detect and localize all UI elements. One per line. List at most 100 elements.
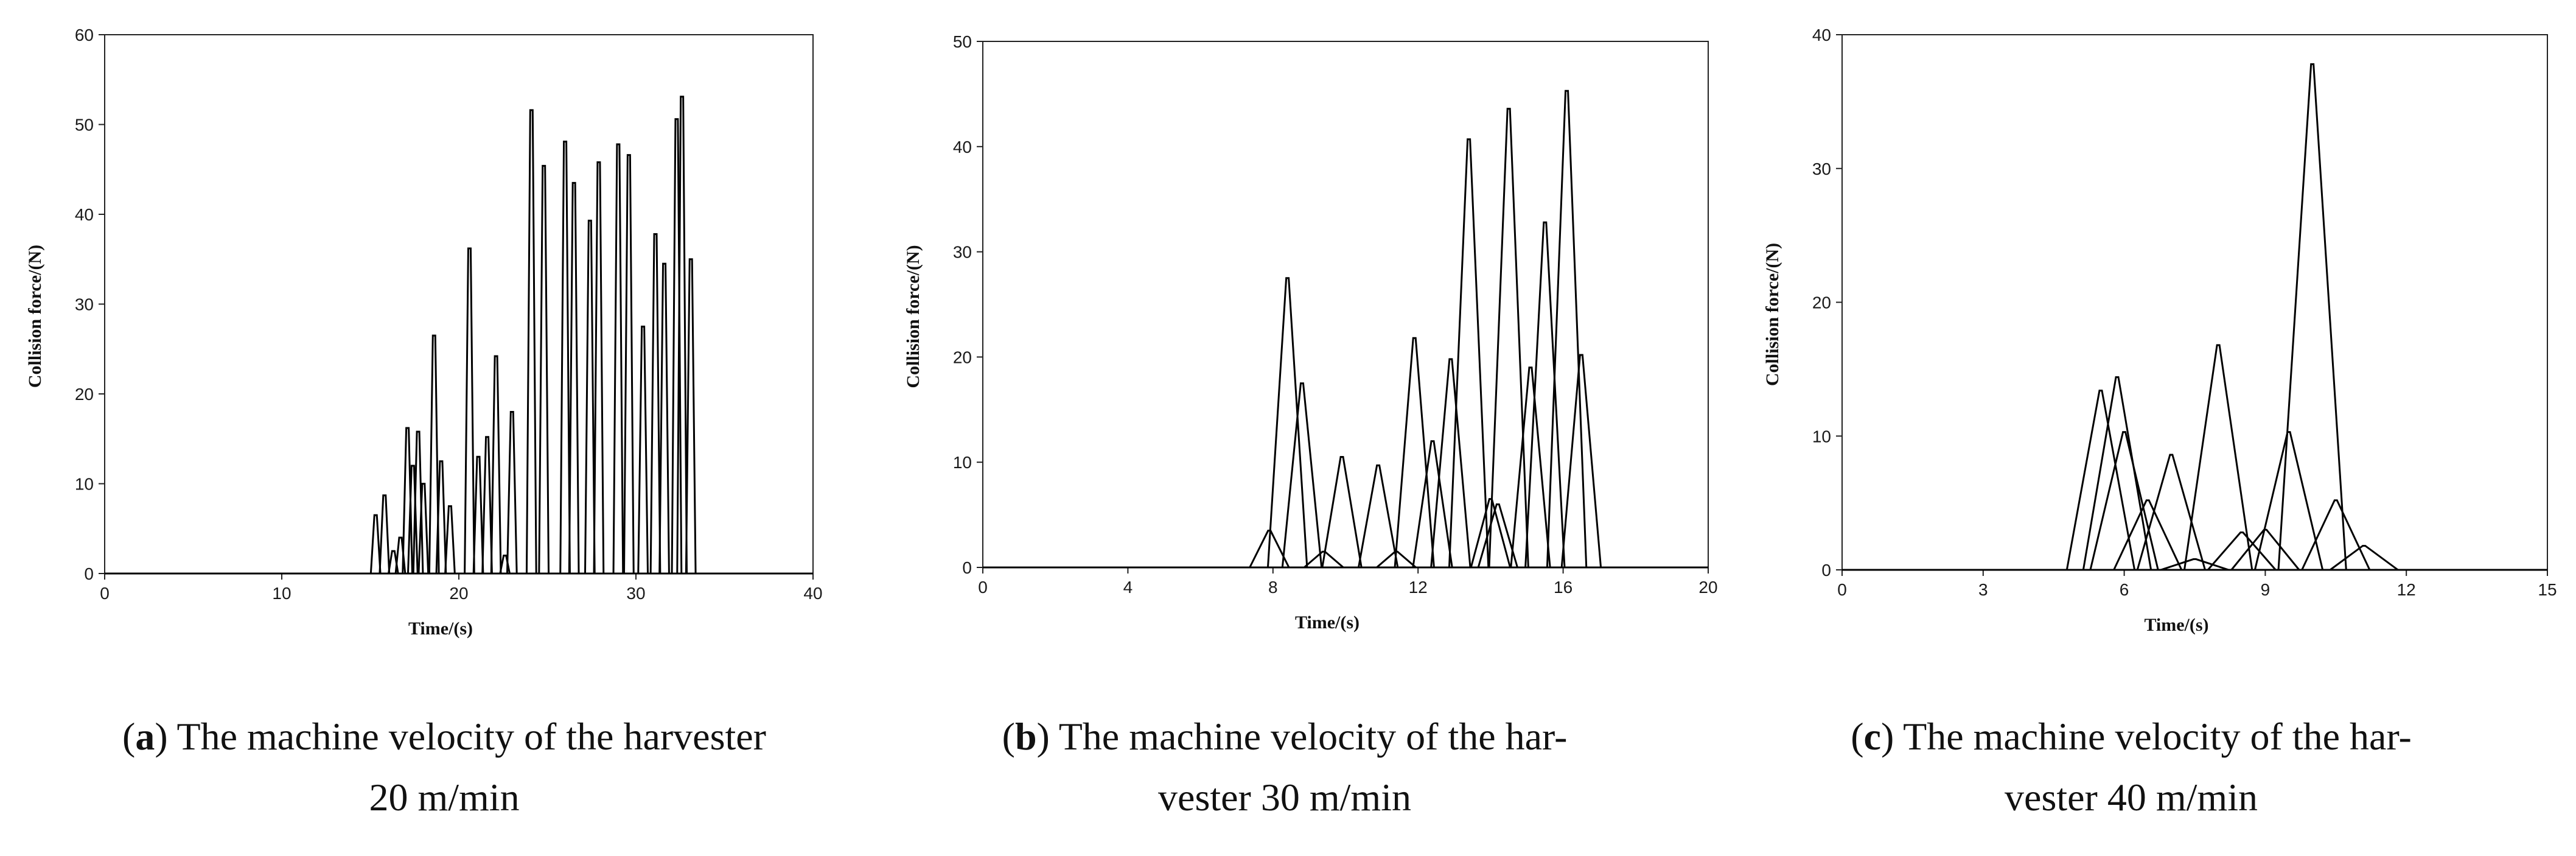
x-tick-label: 4 bbox=[1123, 578, 1133, 597]
force-peak bbox=[2230, 528, 2300, 570]
force-peak bbox=[2207, 531, 2277, 570]
y-tick-label: 20 bbox=[75, 385, 94, 404]
caption-a-line1: The machine velocity of the harvester bbox=[176, 715, 766, 758]
force-peak bbox=[2065, 390, 2136, 570]
y-tick-label: 0 bbox=[962, 558, 972, 577]
y-tick-label: 50 bbox=[75, 116, 94, 135]
y-tick-label: 60 bbox=[75, 26, 94, 44]
x-tick-label: 0 bbox=[100, 584, 110, 603]
y-tick-label: 0 bbox=[84, 564, 94, 583]
force-peak bbox=[369, 514, 382, 574]
force-peak bbox=[464, 247, 475, 574]
x-tick-label: 0 bbox=[1837, 580, 1847, 599]
caption-b: (b) The machine velocity of the har- ves… bbox=[920, 706, 1650, 828]
x-axis-label: Time/(s) bbox=[2144, 615, 2208, 635]
x-tick-label: 40 bbox=[803, 584, 822, 603]
y-axis-label: Collision force/(N) bbox=[903, 245, 923, 388]
force-peak bbox=[1430, 358, 1471, 568]
force-peak bbox=[1546, 89, 1588, 568]
y-tick-label: 10 bbox=[953, 453, 972, 472]
force-peak bbox=[2301, 499, 2371, 570]
force-peak bbox=[2330, 544, 2399, 571]
force-peak bbox=[1470, 498, 1512, 568]
force-peak bbox=[1524, 221, 1566, 568]
y-tick-label: 50 bbox=[953, 32, 972, 51]
caption-a: (a) The machine velocity of the harveste… bbox=[49, 706, 840, 828]
force-peak bbox=[1281, 382, 1323, 568]
force-peak bbox=[593, 161, 605, 574]
caption-b-line2: vester 30 m/min bbox=[1158, 776, 1411, 819]
force-peak bbox=[612, 143, 624, 574]
caption-b-line1: The machine velocity of the har- bbox=[1058, 715, 1568, 758]
force-peak bbox=[417, 483, 430, 574]
x-tick-label: 0 bbox=[978, 578, 988, 597]
x-tick-label: 3 bbox=[1978, 580, 1988, 599]
force-peak bbox=[472, 455, 484, 574]
force-peak bbox=[1477, 503, 1518, 568]
y-tick-label: 30 bbox=[1812, 160, 1831, 178]
force-peak bbox=[1321, 456, 1363, 568]
caption-c-letter: c bbox=[1863, 715, 1881, 758]
y-axis-label: Collision force/(N) bbox=[25, 245, 45, 388]
force-peak bbox=[1304, 550, 1344, 569]
force-peak bbox=[538, 164, 550, 574]
caption-c-line2: vester 40 m/min bbox=[2005, 776, 2258, 819]
x-axis-label: Time/(s) bbox=[408, 619, 473, 639]
plot-frame bbox=[982, 41, 1709, 568]
caption-b-letter: b bbox=[1014, 715, 1037, 758]
force-peak bbox=[2089, 431, 2159, 570]
force-peak bbox=[379, 494, 391, 574]
force-peak bbox=[481, 436, 493, 574]
force-peak bbox=[685, 258, 697, 574]
chart-panel-a: 0 10 20 30 40 50 60 0 10 20 30 40 Time/(s) Collision … bbox=[0, 0, 859, 856]
y-tick-label: 0 bbox=[1821, 561, 1831, 580]
chart-b: 0 10 20 30 40 50 0 4 8 12 16 20 Time/(s) Collision fo… bbox=[903, 32, 1718, 633]
force-peak bbox=[637, 325, 649, 574]
force-peak bbox=[2136, 454, 2206, 570]
force-peak bbox=[1510, 367, 1551, 568]
force-peak bbox=[658, 262, 670, 574]
y-tick-label: 30 bbox=[75, 295, 94, 314]
chart-a: 0 10 20 30 40 50 60 0 10 20 30 40 Time/(s) Collision … bbox=[25, 26, 823, 639]
force-peak bbox=[584, 219, 596, 574]
x-tick-label: 30 bbox=[626, 584, 645, 603]
force-peak bbox=[407, 465, 419, 574]
force-peak bbox=[568, 181, 580, 574]
chart-c: 0 10 20 30 40 0 3 6 9 12 15 Time/(s) Collision force… bbox=[1762, 26, 2557, 635]
force-peak bbox=[525, 109, 537, 574]
x-tick-label: 20 bbox=[1698, 578, 1717, 597]
y-tick-label: 10 bbox=[75, 475, 94, 494]
force-peak bbox=[2277, 63, 2347, 570]
force-peak bbox=[1448, 138, 1490, 568]
y-tick-label: 10 bbox=[1812, 427, 1831, 446]
x-tick-label: 16 bbox=[1554, 578, 1572, 597]
force-peak bbox=[2113, 499, 2183, 570]
y-tick-label: 40 bbox=[1812, 26, 1831, 44]
force-peak bbox=[435, 460, 447, 574]
y-tick-label: 20 bbox=[953, 348, 972, 367]
force-peak bbox=[1357, 464, 1399, 568]
force-peak bbox=[444, 505, 456, 574]
y-tick-label: 40 bbox=[953, 138, 972, 156]
force-peak bbox=[1560, 354, 1602, 568]
caption-a-line2: 20 m/min bbox=[369, 776, 520, 819]
y-axis-label: Collision force/(N) bbox=[1762, 243, 1782, 386]
force-peak bbox=[2183, 344, 2253, 570]
y-tick-label: 30 bbox=[953, 243, 972, 262]
force-peak bbox=[1394, 337, 1435, 568]
force-peak bbox=[2253, 431, 2324, 570]
x-tick-label: 12 bbox=[2397, 580, 2416, 599]
caption-a-letter: a bbox=[135, 715, 155, 758]
force-peak bbox=[623, 154, 635, 574]
force-peak bbox=[506, 411, 518, 574]
y-tick-label: 20 bbox=[1812, 293, 1831, 312]
force-peak bbox=[559, 141, 571, 574]
force-peak bbox=[649, 233, 661, 574]
force-peak bbox=[2160, 558, 2229, 571]
force-peak bbox=[1266, 277, 1308, 568]
x-tick-label: 9 bbox=[2261, 580, 2271, 599]
chart-panel-b: 0 10 20 30 40 50 0 4 8 12 16 20 Time/(s) Collision fo… bbox=[859, 0, 1718, 856]
y-tick-label: 40 bbox=[75, 205, 94, 224]
x-tick-label: 6 bbox=[2120, 580, 2129, 599]
plot-frame bbox=[1841, 34, 2548, 570]
